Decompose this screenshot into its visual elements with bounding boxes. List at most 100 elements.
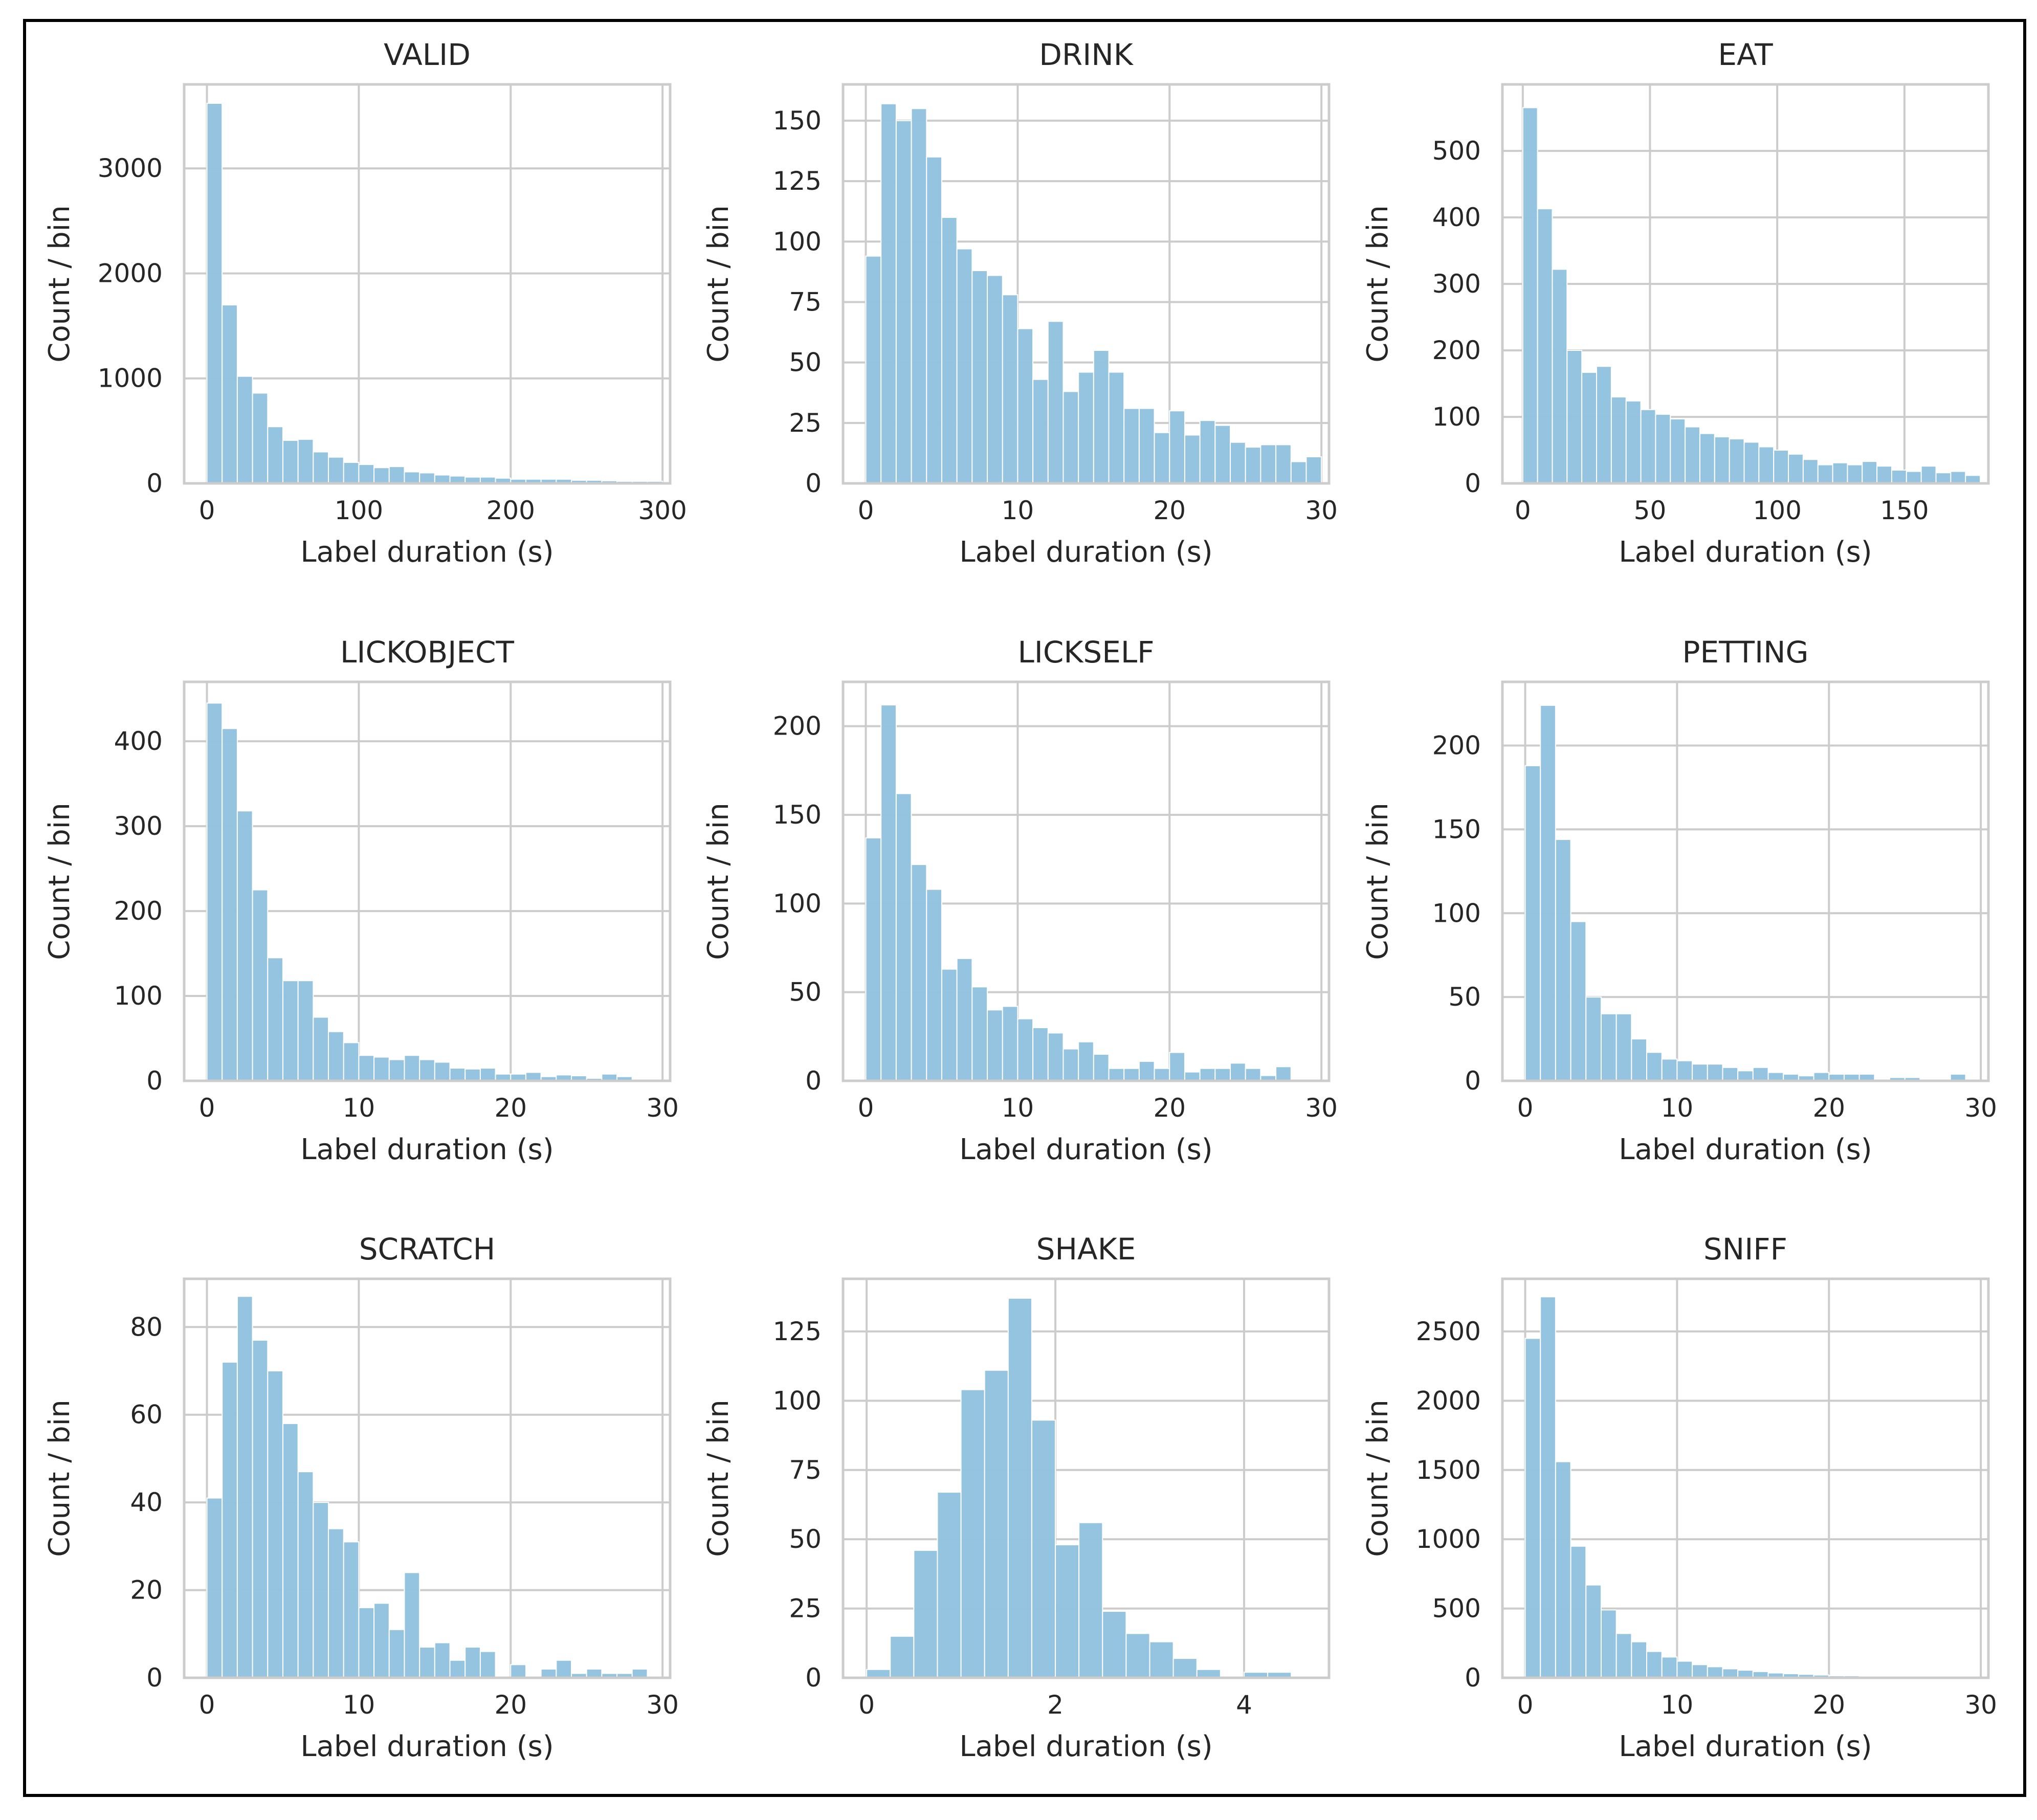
eat-bar <box>1699 433 1715 484</box>
drink-bar <box>1017 328 1034 484</box>
shake-bar <box>890 1635 915 1678</box>
lickobject-xtick-label: 30 <box>646 1093 679 1123</box>
valid-ytick-label: 3000 <box>98 153 163 183</box>
scratch-ytick-label: 80 <box>130 1312 163 1342</box>
eat-bar <box>1640 409 1656 484</box>
scratch-bar <box>313 1502 329 1678</box>
valid-bar <box>388 466 405 484</box>
lickobject-plot-frame <box>183 680 672 1082</box>
valid-bar <box>313 451 329 484</box>
petting-ytick-label: 200 <box>1432 731 1481 761</box>
scratch-bar <box>358 1607 375 1679</box>
sniff-bar <box>1722 1668 1739 1678</box>
eat-title: EAT <box>1718 37 1773 72</box>
scratch-xtick-label: 30 <box>646 1690 679 1720</box>
petting-xtick-label: 10 <box>1661 1093 1694 1123</box>
lickobject-bar <box>449 1068 466 1082</box>
scratch-ytick-label: 20 <box>130 1575 163 1605</box>
eat-ytick-label: 100 <box>1432 402 1481 432</box>
petting-bar <box>1631 1038 1648 1082</box>
lickself-bar <box>1154 1068 1170 1082</box>
sniff-bar <box>1600 1609 1617 1679</box>
petting-bar <box>1524 765 1541 1082</box>
sniff-bar <box>1692 1664 1708 1678</box>
lickself-bar <box>911 864 927 1081</box>
valid-xtick-label: 300 <box>638 496 687 525</box>
lickobject-ytick-label: 300 <box>114 811 163 841</box>
lickobject-bar <box>282 980 299 1081</box>
lickself-bar <box>1245 1068 1261 1082</box>
scratch-bar <box>282 1423 299 1679</box>
lickself-ylabel: Count / bin <box>702 803 735 960</box>
scratch-bar <box>540 1668 557 1679</box>
sniff-title: SNIFF <box>1703 1232 1787 1267</box>
eat-bar <box>1891 470 1907 484</box>
scratch-bar <box>222 1361 238 1679</box>
valid-bar <box>358 464 375 484</box>
lickobject-bar <box>297 980 314 1081</box>
eat-ylabel: Count / bin <box>1361 205 1394 362</box>
valid-bar <box>373 467 390 484</box>
scratch-bar <box>419 1647 435 1678</box>
shake-ytick-label: 25 <box>789 1594 822 1624</box>
drink-ytick-label: 125 <box>773 166 822 196</box>
eat-bar <box>1847 464 1863 484</box>
scratch-bar <box>404 1572 420 1678</box>
drink-xlabel: Label duration (s) <box>959 536 1212 569</box>
eat-bar <box>1670 418 1686 484</box>
lickobject-xtick-label: 10 <box>343 1093 375 1123</box>
sniff-bar <box>1707 1666 1723 1678</box>
petting-xlabel: Label duration (s) <box>1619 1133 1872 1166</box>
lickobject-bar <box>358 1055 375 1081</box>
drink-title: DRINK <box>1039 37 1134 72</box>
lickobject-ylabel: Count / bin <box>43 803 76 960</box>
lickself-bar <box>1184 1071 1201 1082</box>
drink-bar <box>1169 410 1185 484</box>
eat-bar <box>1714 436 1730 484</box>
shake-xtick-label: 0 <box>858 1690 875 1720</box>
valid-bar <box>328 456 344 484</box>
lickself-bar <box>941 968 958 1081</box>
figure-border <box>23 19 2026 1797</box>
drink-bar <box>1108 371 1125 484</box>
petting-bar <box>1737 1070 1754 1082</box>
sniff-bar <box>1524 1338 1541 1678</box>
lickobject-ytick-label: 0 <box>146 1066 163 1096</box>
scratch-bar <box>267 1370 283 1678</box>
shake-bar <box>937 1492 962 1678</box>
sniff-bar <box>1555 1461 1571 1678</box>
drink-ytick-label: 25 <box>789 408 822 438</box>
eat-ytick-label: 400 <box>1432 203 1481 232</box>
petting-bar <box>1707 1063 1723 1081</box>
scratch-xtick-label: 10 <box>343 1690 375 1720</box>
lickself-xtick-label: 10 <box>1002 1093 1034 1123</box>
drink-xtick-label: 30 <box>1305 496 1338 525</box>
valid-bar <box>419 472 435 484</box>
lickobject-bar <box>434 1061 451 1081</box>
lickself-xtick-label: 20 <box>1153 1093 1186 1123</box>
sniff-ytick-label: 500 <box>1432 1594 1481 1624</box>
shake-xtick-label: 4 <box>1236 1690 1252 1720</box>
drink-bar <box>987 275 1003 484</box>
lickself-bar <box>1032 1027 1049 1081</box>
petting-ytick-label: 100 <box>1432 898 1481 928</box>
valid-bar <box>404 471 420 484</box>
lickself-bar <box>1138 1060 1155 1082</box>
eat-ytick-label: 200 <box>1432 336 1481 365</box>
lickobject-ytick-label: 400 <box>114 726 163 756</box>
lickself-bar <box>1108 1068 1125 1082</box>
scratch-bar <box>464 1647 481 1678</box>
drink-bar <box>1062 391 1079 484</box>
petting-bar <box>1661 1058 1678 1082</box>
scratch-plot-frame <box>183 1277 672 1679</box>
shake-ytick-label: 0 <box>805 1663 822 1693</box>
valid-ytick-label: 0 <box>146 469 163 498</box>
valid-bar <box>222 304 238 484</box>
petting-bar <box>1600 1013 1617 1082</box>
lickobject-bar <box>267 957 283 1081</box>
scratch-ytick-label: 60 <box>130 1400 163 1430</box>
eat-bar <box>1655 413 1671 484</box>
valid-bar <box>343 461 360 484</box>
shake-ytick-label: 125 <box>773 1317 822 1346</box>
